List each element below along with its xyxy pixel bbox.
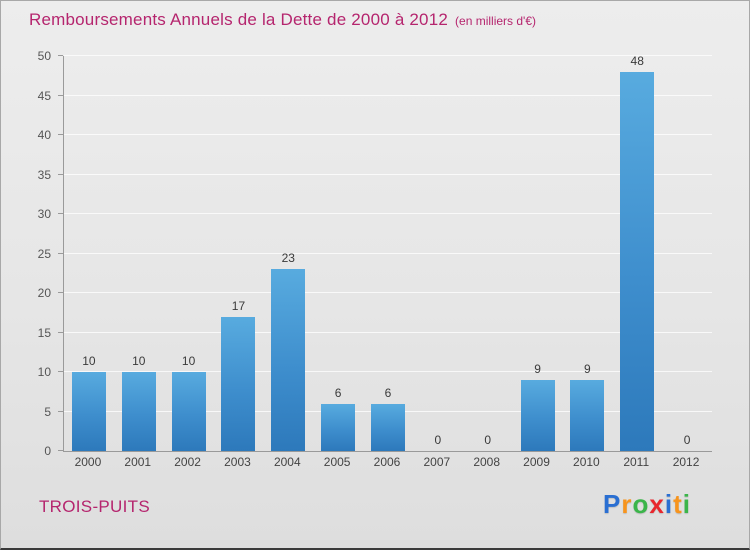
logo-letter: t (673, 489, 683, 519)
plot-area: 10 10 10 17 23 6 6 0 0 9 9 48 0 (63, 53, 712, 452)
x-tick-label: 2007 (423, 455, 451, 469)
bar-value-label: 48 (630, 53, 644, 68)
bar-2009 (520, 379, 555, 451)
bar-value-label: 10 (181, 354, 196, 368)
bar-2005 (321, 403, 356, 451)
y-tick-label: 0 (44, 444, 51, 458)
y-tick-mark (58, 292, 63, 293)
bar-value-label: 10 (132, 354, 146, 368)
gridline (64, 213, 712, 214)
y-tick-label: 5 (44, 404, 51, 419)
bar-value-label: 9 (584, 361, 591, 376)
chart-subtitle: (en milliers d'€) (455, 14, 537, 28)
y-tick-label: 30 (37, 207, 51, 221)
x-tick-label: 2011 (623, 455, 650, 469)
gridline (64, 55, 712, 56)
x-tick-label: 2006 (373, 455, 401, 469)
x-tick-label: 2001 (124, 455, 152, 469)
logo-letter: P (603, 489, 622, 519)
logo-letter: o (632, 489, 650, 519)
gridline (64, 173, 712, 175)
y-tick-mark (58, 371, 63, 372)
x-tick-label: 2005 (323, 455, 351, 469)
bar-2001 (121, 372, 156, 451)
chart-header: Remboursements Annuels de la Dette de 20… (29, 10, 536, 30)
bar-value-label: 17 (231, 298, 246, 313)
x-tick-label: 2012 (672, 455, 700, 469)
x-tick-label: 2004 (273, 455, 301, 469)
y-tick-mark (58, 173, 63, 175)
x-tick-label: 2010 (573, 455, 600, 469)
y-tick-mark (58, 94, 63, 96)
y-tick-mark (58, 450, 63, 451)
logo-letter: r (621, 489, 633, 519)
y-tick-label: 10 (37, 365, 51, 379)
y-tick-label: 45 (37, 88, 51, 103)
y-tick-mark (58, 252, 63, 254)
bar-value-label: 10 (82, 354, 96, 368)
bar-2004 (271, 269, 306, 451)
bar-value-label: 6 (334, 385, 342, 400)
x-axis: 2000 2001 2002 2003 2004 2005 2006 2007 2008 2009… (63, 455, 711, 475)
bar-value-label: 0 (484, 433, 492, 447)
bar-2006 (371, 403, 405, 451)
x-tick-label: 2000 (74, 455, 102, 469)
y-tick-label: 20 (37, 286, 51, 300)
bar-value-label: 6 (384, 385, 392, 400)
x-tick-label: 2008 (473, 455, 501, 469)
y-tick-label: 50 (37, 49, 51, 63)
bar-value-label: 0 (683, 433, 691, 447)
bar-2011 (620, 71, 655, 451)
y-tick-mark (58, 55, 63, 56)
gridline (64, 134, 712, 135)
y-tick-mark (58, 134, 63, 135)
y-tick-label: 35 (37, 167, 51, 182)
gridline (64, 331, 712, 333)
y-tick-label: 40 (37, 128, 51, 142)
bar-2010 (570, 379, 605, 451)
gridline (64, 252, 712, 254)
gridline (64, 371, 712, 372)
logo-letter: i (664, 489, 674, 519)
chart-title: Remboursements Annuels de la Dette de 20… (29, 10, 449, 29)
logo-letter: x (649, 489, 665, 519)
y-axis: 0 5 10 15 20 25 30 35 40 45 50 (1, 49, 63, 458)
logo-letter: i (682, 489, 691, 519)
org-name: TROIS-PUITS (39, 497, 150, 516)
bar-2003 (221, 316, 256, 451)
y-tick-mark (58, 331, 63, 333)
chart-body: 0 5 10 15 20 25 30 35 40 45 50 10 10 10 17 23 6 6 0 0 9 9 48 0… (1, 49, 749, 479)
bar-2002 (171, 372, 206, 451)
x-tick-label: 2003 (224, 455, 251, 469)
gridline (64, 292, 712, 293)
y-tick-label: 25 (37, 246, 51, 261)
proxiti-logo: Proxiti (603, 489, 691, 520)
bar-2000 (71, 372, 106, 451)
y-tick-mark (58, 410, 63, 412)
bar-value-label: 0 (434, 433, 442, 447)
y-tick-mark (58, 213, 63, 214)
y-tick-label: 15 (37, 325, 51, 340)
gridline (64, 94, 712, 96)
bar-value-label: 23 (281, 251, 295, 266)
x-tick-label: 2009 (523, 455, 550, 469)
x-tick-label: 2002 (174, 455, 201, 469)
bar-value-label: 9 (534, 361, 541, 376)
